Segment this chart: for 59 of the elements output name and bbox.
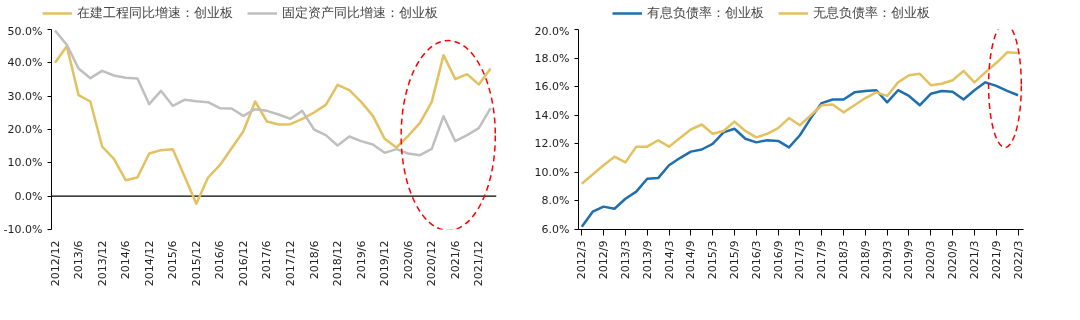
y-tick-label: 30.0%: [7, 89, 43, 103]
legend-label: 在建工程同比增速：创业板: [76, 4, 233, 22]
x-tick-label: 2022/3: [1011, 240, 1025, 280]
y-tick-label: 12.0%: [534, 137, 570, 151]
x-tick-label: 2019/3: [880, 240, 894, 280]
x-tick-label: 2013/6: [72, 240, 86, 280]
x-tick-label: 2013/9: [640, 240, 654, 280]
x-tick-label: 2015/9: [727, 240, 741, 280]
x-tick-label: 2015/3: [706, 240, 720, 280]
x-tick-label: 2014/12: [142, 240, 156, 287]
y-tick-label: 20.0%: [7, 123, 43, 136]
x-tick-label: 2016/9: [771, 240, 785, 280]
x-tick-label: 2016/3: [749, 240, 763, 280]
x-tick-label: 2015/12: [189, 240, 203, 287]
x-tick-label: 2012/12: [48, 240, 62, 287]
x-tick-label: 2019/12: [378, 240, 392, 287]
x-tick-label: 2020/9: [946, 240, 960, 280]
x-tick-label: 2017/9: [815, 240, 829, 280]
x-tick-label: 2013/3: [618, 240, 632, 280]
y-tick-label: 40.0%: [7, 56, 43, 70]
x-tick-label: 2017/3: [793, 240, 807, 280]
x-tick-label: 2016/12: [236, 240, 250, 287]
y-tick-label: 16.0%: [534, 80, 570, 94]
x-tick-label: 2020/6: [401, 240, 415, 280]
y-tick-label: 14.0%: [534, 108, 570, 122]
x-tick-label: 2021/9: [989, 240, 1003, 280]
x-tick-label: 2017/12: [283, 240, 297, 287]
y-tick-label: 6.0%: [541, 223, 570, 236]
x-tick-label: 2021/12: [472, 240, 486, 287]
y-tick-label: 50.0%: [7, 24, 43, 38]
x-tick-label: 2014/6: [119, 240, 133, 280]
legend-label: 有息负债率：创业板: [646, 4, 764, 22]
y-tick-label: 8.0%: [541, 194, 570, 208]
y-tick-label: 0.0%: [14, 189, 43, 203]
x-tick-label: 2013/12: [95, 240, 109, 287]
x-tick-label: 2021/6: [448, 240, 462, 280]
x-tick-label: 2012/3: [575, 240, 589, 280]
x-tick-label: 2012/9: [597, 240, 611, 280]
y-tick-label: -10.0%: [3, 223, 43, 236]
x-tick-label: 2018/3: [837, 240, 851, 280]
x-tick-label: 2018/12: [331, 240, 345, 287]
x-tick-label: 2019/9: [902, 240, 916, 280]
x-tick-label: 2021/3: [967, 240, 981, 280]
y-tick-label: 10.0%: [7, 156, 43, 170]
x-tick-label: 2016/6: [213, 240, 227, 280]
x-tick-label: 2017/6: [260, 240, 274, 280]
x-tick-label: 2018/9: [858, 240, 872, 280]
x-tick-label: 2014/3: [662, 240, 676, 280]
legend-label: 固定资产同比增速：创业板: [281, 4, 438, 22]
x-tick-label: 2014/9: [684, 240, 698, 280]
x-tick-label: 2020/3: [924, 240, 938, 280]
x-tick-label: 2019/6: [354, 240, 368, 280]
y-tick-label: 10.0%: [534, 165, 570, 179]
x-tick-label: 2015/6: [166, 240, 180, 280]
legend-label: 无息负债率：创业板: [812, 4, 930, 22]
y-tick-label: 18.0%: [534, 51, 570, 65]
y-tick-label: 20.0%: [534, 24, 570, 38]
x-tick-label: 2018/6: [307, 240, 321, 280]
x-tick-label: 2020/12: [425, 240, 439, 287]
